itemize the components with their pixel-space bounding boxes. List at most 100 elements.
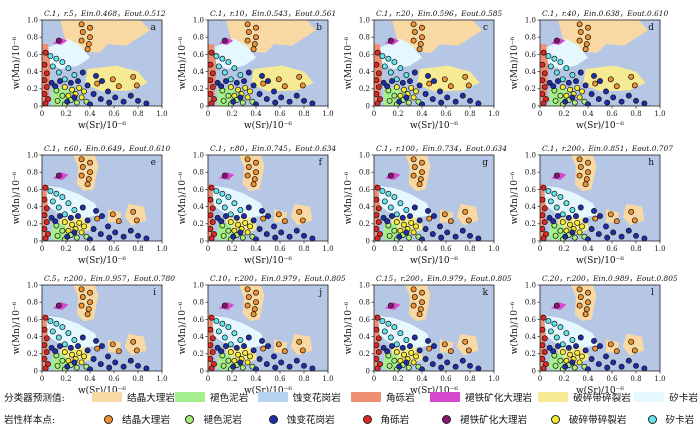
sample-point — [583, 41, 590, 48]
sample-point — [42, 100, 49, 106]
x-tick-label: 0.6 — [606, 110, 618, 118]
plot-frame — [373, 284, 495, 372]
legend-sample-row: 岩性样本点: 结晶大理岩 褪色泥岩 蚀变花岗岩 角砾岩 褪铁矿化大理岩 破碎带碎… — [4, 411, 698, 427]
sample-point — [385, 55, 392, 62]
y-tick-label: 0.6 — [525, 186, 537, 194]
sample-point — [135, 362, 141, 369]
region-polygon — [544, 316, 598, 349]
sample-point — [413, 88, 419, 95]
y-tick-label: 0.8 — [359, 299, 370, 307]
region-polygon — [212, 316, 266, 349]
sample-point — [293, 227, 300, 234]
x-tick-label: 0.8 — [298, 375, 309, 383]
sample-point — [296, 208, 303, 215]
sample-point — [585, 34, 591, 41]
sample-point — [628, 338, 635, 345]
sample-point — [256, 356, 263, 362]
sample-point — [54, 362, 61, 369]
sample-point — [65, 200, 72, 207]
sample-point — [585, 299, 591, 306]
sample-point — [408, 349, 415, 356]
x-tick-label: 1.0 — [156, 110, 167, 118]
sample-point — [71, 337, 78, 343]
sample-point — [425, 72, 431, 79]
x-tick-label: 0.4 — [250, 110, 262, 118]
sample-point — [218, 348, 225, 355]
panel-letter: j — [318, 288, 322, 298]
sample-point — [419, 24, 425, 31]
sample-point — [42, 77, 48, 84]
region-polygon — [212, 186, 266, 219]
sample-point — [595, 96, 602, 103]
sample-point — [540, 100, 547, 106]
sample-point — [374, 184, 381, 191]
sample-point — [214, 344, 221, 351]
x-tick-label: 0 — [372, 375, 376, 383]
sample-point — [374, 235, 381, 241]
x-tick-label: 0.8 — [630, 245, 641, 253]
panel-title: C.1，r.20，Ein.0.596，Eout.0.585 — [376, 9, 502, 18]
region-polygon — [456, 334, 479, 356]
y-tick-label: 0.6 — [27, 186, 39, 194]
sample-point — [573, 213, 579, 220]
sample-point — [389, 78, 395, 85]
sample-point — [109, 211, 116, 218]
y-axis-label: w(Mn)/10⁻⁶ — [11, 171, 22, 224]
sample-point — [410, 21, 417, 28]
sample-point — [133, 217, 140, 224]
x-tick-label: 0.6 — [440, 245, 452, 253]
sample-point — [120, 98, 127, 105]
sample-point — [592, 80, 599, 87]
sample-point — [42, 356, 48, 362]
sample-point — [559, 76, 566, 83]
sample-point — [42, 226, 48, 232]
sample-point — [61, 341, 68, 348]
sample-point — [78, 37, 85, 44]
sample-point — [557, 357, 564, 364]
sample-point — [557, 59, 564, 66]
sample-point — [42, 314, 49, 321]
y-axis-label: w(Mn)/10⁻⁶ — [11, 36, 22, 89]
sample-point — [582, 181, 589, 188]
sample-point — [375, 205, 382, 212]
sample-point — [540, 314, 547, 321]
sample-point — [422, 356, 429, 362]
sample-point — [263, 361, 270, 368]
sample-point — [127, 227, 134, 234]
sample-point — [97, 361, 104, 368]
sample-point — [459, 92, 466, 99]
sample-point — [562, 363, 569, 370]
x-tick-label: 0.2 — [392, 245, 403, 253]
sample-point — [540, 196, 546, 203]
panel-letter: k — [483, 288, 489, 298]
sample-point — [301, 97, 307, 104]
sample-point — [403, 337, 410, 343]
y-tick-label: 1.0 — [193, 281, 204, 289]
x-axis-label: w(Sr)/10⁻⁶ — [78, 385, 126, 396]
sample-point — [585, 159, 591, 166]
sample-point — [79, 334, 86, 341]
sample-point — [42, 342, 48, 349]
sample-point — [386, 232, 393, 239]
sample-point — [397, 330, 404, 337]
sample-point — [245, 164, 252, 170]
sample-point — [540, 326, 546, 333]
sample-point — [79, 294, 86, 300]
y-tick-label: 0 — [532, 367, 536, 375]
y-tick-label: 0.8 — [525, 299, 536, 307]
sample-point — [208, 91, 214, 97]
sample-point — [462, 208, 469, 215]
sample-point — [231, 330, 238, 337]
sample-point — [380, 214, 387, 221]
sample-point — [260, 215, 267, 222]
region-swatch-breccia — [350, 392, 381, 402]
sample-point — [391, 357, 398, 364]
sample-point — [562, 98, 569, 105]
sample-point — [567, 86, 573, 93]
panel-title: C.1，r.80，Ein.0.745，Eout.0.634 — [210, 144, 336, 153]
sample-point — [540, 356, 546, 362]
sample-point — [245, 69, 252, 76]
sample-point — [253, 24, 259, 31]
sample-point — [233, 344, 240, 351]
sample-point — [631, 217, 638, 224]
